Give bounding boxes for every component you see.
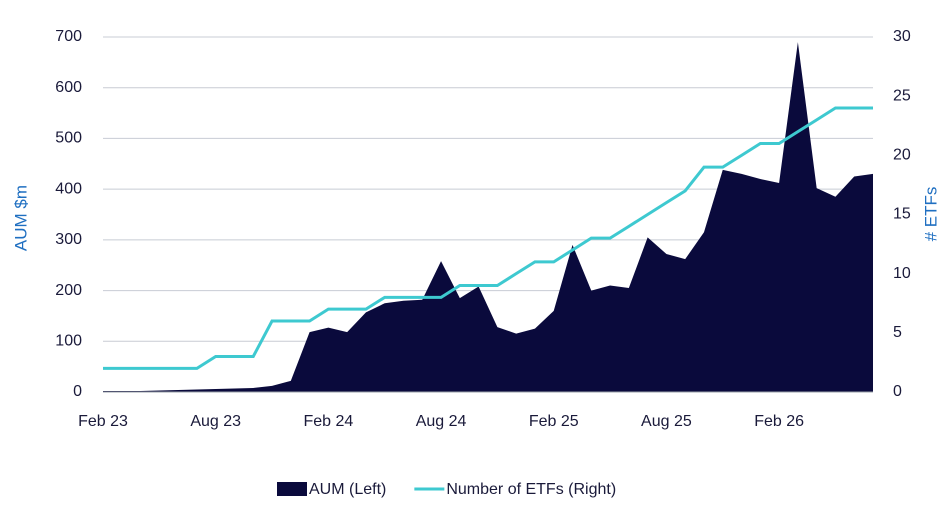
y2-tick-label: 15: [893, 206, 911, 223]
x-tick-label: Feb 26: [754, 413, 804, 430]
y2-tick-label: 20: [893, 147, 911, 164]
y-axis-title: AUM $m: [11, 185, 30, 251]
y-tick-label: 700: [55, 28, 82, 45]
x-tick-label: Feb 24: [303, 413, 353, 430]
x-tick-label: Feb 23: [78, 413, 128, 430]
x-tick-label: Aug 23: [190, 413, 241, 430]
y-tick-label: 500: [55, 130, 82, 147]
y-tick-label: 0: [73, 383, 82, 400]
y-tick-label: 300: [55, 231, 82, 248]
legend-label: AUM (Left): [309, 481, 386, 498]
y2-tick-label: 30: [893, 28, 911, 45]
line: [103, 106, 873, 370]
x-tick-label: Aug 24: [416, 413, 467, 430]
area: [103, 42, 873, 392]
y-tick-label: 100: [55, 333, 82, 350]
y-tick-label: 200: [55, 282, 82, 299]
legend-swatch: [277, 482, 307, 496]
legend-label: Number of ETFs (Right): [446, 481, 616, 498]
x-tick-label: Feb 25: [529, 413, 579, 430]
y2-tick-label: 0: [893, 383, 902, 400]
x-tick-label: Aug 25: [641, 413, 692, 430]
y2-tick-label: 10: [893, 265, 911, 282]
y-tick-label: 400: [55, 180, 82, 197]
y-tick-label: 600: [55, 79, 82, 96]
y2-axis-title: # ETFs: [921, 187, 940, 242]
y2-tick-label: 5: [893, 324, 902, 341]
y2-tick-label: 25: [893, 87, 911, 104]
